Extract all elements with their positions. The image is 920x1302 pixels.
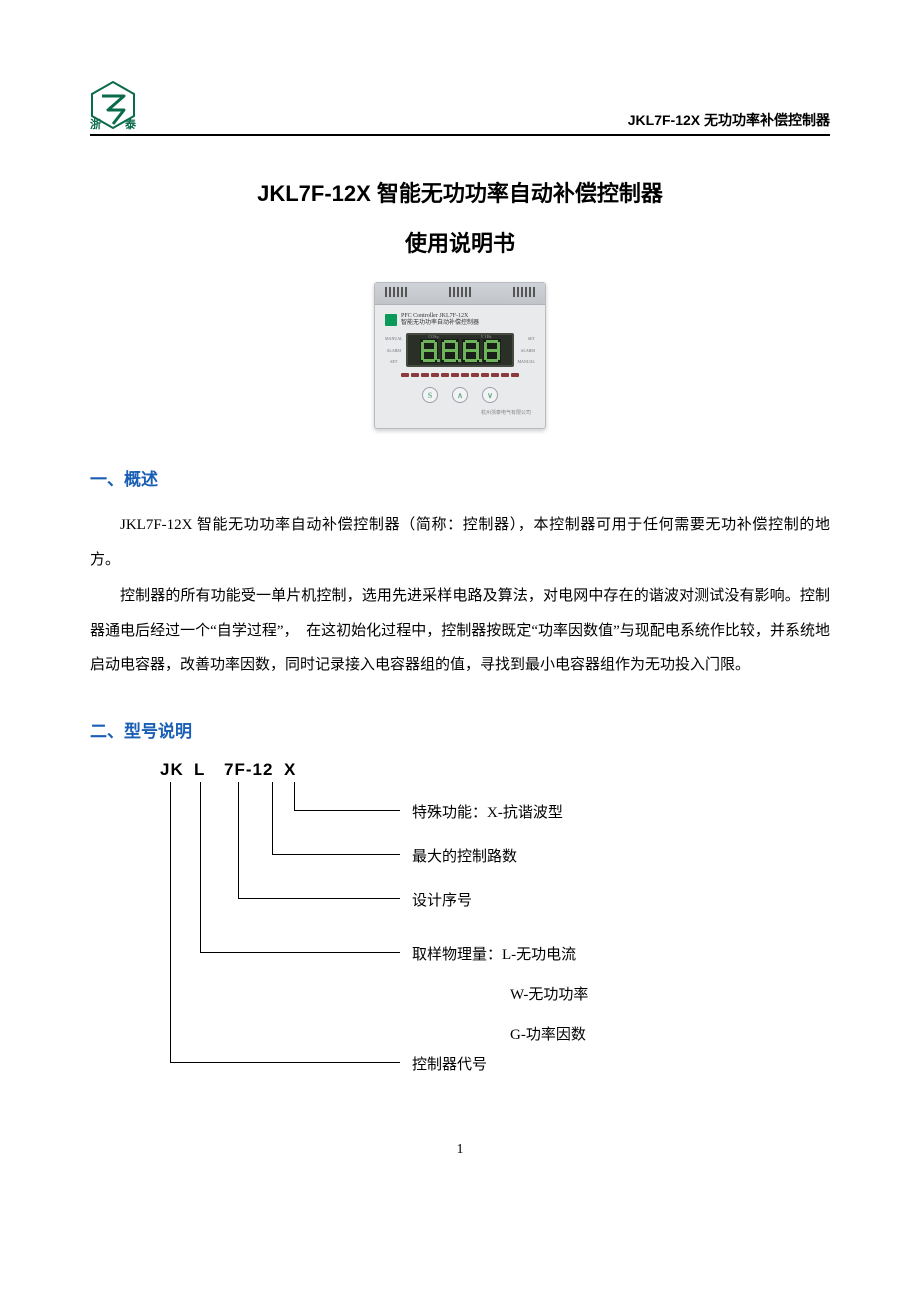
device-lcd: COSφ V I Hz — [406, 333, 515, 367]
section2-title: 二、型号说明 — [90, 717, 830, 742]
device-lcd-row: MANUAL ALARM SET COSφ V I Hz — [385, 333, 535, 367]
code-x: X — [284, 760, 314, 780]
device-left-labels: MANUAL ALARM SET — [385, 333, 403, 367]
device-illustration: PFC Controller JKL7F-12X 智能无功功率自动补偿控制器 M… — [90, 282, 830, 429]
diagram-label-jk: 控制器代号 — [412, 1053, 487, 1074]
device-face-header: PFC Controller JKL7F-12X 智能无功功率自动补偿控制器 — [385, 313, 535, 327]
logo-char-right: 泰 — [125, 116, 136, 132]
device-label: MANUAL — [385, 336, 403, 342]
device-right-labels: SET ALARM MANUAL — [517, 333, 535, 367]
page-number: 1 — [90, 1142, 830, 1158]
diagram-label-l-sub1: W-无功功率 — [510, 983, 588, 1004]
device-label: ALARM — [521, 348, 535, 354]
logo-char-left: 浙 — [90, 116, 101, 132]
device-label: SET — [528, 336, 535, 342]
section1-para1: JKL7F-12X 智能无功功率自动补偿控制器（简称：控制器），本控制器可用于任… — [90, 508, 830, 577]
device-label: ALARM — [385, 348, 403, 354]
header-product-name: JKL7F-12X 无功功率补偿控制器 — [628, 110, 830, 130]
seven-seg-digit — [420, 339, 438, 363]
device-face-logo-icon — [385, 314, 397, 326]
seven-seg-digit — [483, 339, 501, 363]
device-set-button: S — [422, 387, 438, 403]
section1-para2: 控制器的所有功能受一单片机控制，选用先进采样电路及算法，对电网中存在的谐波对测试… — [90, 579, 830, 683]
page-header: 浙 泰 JKL7F-12X 无功功率补偿控制器 — [90, 80, 830, 136]
device-label: SET — [385, 359, 403, 365]
code-7f12: 7F-12 — [224, 760, 284, 780]
diagram-label-12: 最大的控制路数 — [412, 845, 517, 866]
device-label: MANUAL — [517, 359, 535, 365]
section1-title: 一、概述 — [90, 465, 830, 490]
device-down-button: ∨ — [482, 387, 498, 403]
model-code: JK L 7F-12 X — [160, 760, 830, 780]
diagram-label-x: 特殊功能：X-抗谐波型 — [412, 801, 563, 822]
brand-logo: 浙 泰 — [90, 80, 136, 130]
diagram-label-7f: 设计序号 — [412, 889, 472, 910]
code-l: L — [194, 760, 224, 780]
device-up-button: ∧ — [452, 387, 468, 403]
diagram-label-l-sub2: G-功率因数 — [510, 1023, 586, 1044]
seven-seg-digit — [462, 339, 480, 363]
device-body: PFC Controller JKL7F-12X 智能无功功率自动补偿控制器 M… — [374, 282, 546, 429]
code-jk: JK — [160, 760, 194, 780]
doc-title-line2: 使用说明书 — [90, 226, 830, 258]
diagram-label-l: 取样物理量：L-无功电流 — [412, 943, 576, 964]
device-face-text: PFC Controller JKL7F-12X 智能无功功率自动补偿控制器 — [401, 313, 479, 327]
device-vent-top — [375, 283, 545, 305]
doc-title-line1: JKL7F-12X 智能无功功率自动补偿控制器 — [90, 176, 830, 208]
model-diagram: JK L 7F-12 X 特殊功能：X-抗谐波型 最大的控制路数 设计序号 取样… — [160, 760, 830, 1082]
device-face: PFC Controller JKL7F-12X 智能无功功率自动补偿控制器 M… — [375, 305, 545, 428]
device-button-row: S ∧ ∨ — [385, 387, 535, 403]
seven-seg-digit — [441, 339, 459, 363]
device-face-line2: 智能无功功率自动补偿控制器 — [401, 320, 479, 327]
device-led-row — [385, 373, 535, 377]
diagram-lines: 特殊功能：X-抗谐波型 最大的控制路数 设计序号 取样物理量：L-无功电流 W-… — [160, 782, 830, 1082]
device-brand-text: 杭州浙泰电气有限公司 — [385, 409, 535, 416]
logo-text: 浙 泰 — [90, 116, 136, 132]
